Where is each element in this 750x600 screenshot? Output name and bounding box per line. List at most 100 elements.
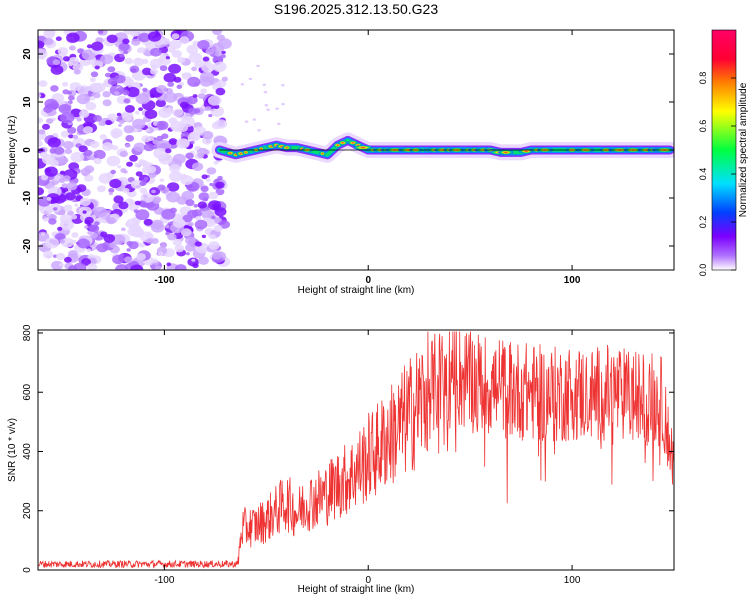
noise-blob <box>132 118 146 129</box>
noise-blob <box>213 224 223 232</box>
noise-blob <box>111 234 126 245</box>
noise-blob <box>123 50 129 55</box>
noise-blob <box>194 60 205 68</box>
noise-blob <box>220 54 226 59</box>
noise-blob <box>157 184 166 191</box>
noise-blob <box>106 155 121 167</box>
noise-blob <box>93 206 108 218</box>
noise-blob <box>57 158 64 163</box>
noise-blob <box>84 149 93 157</box>
noise-blob <box>182 214 193 223</box>
noise-blob <box>180 228 192 237</box>
noise-blob <box>63 141 74 150</box>
noise-blob <box>166 262 172 267</box>
noise-blob <box>257 129 261 132</box>
noise-blob <box>138 32 151 43</box>
signal-hotspot <box>281 145 292 151</box>
noise-blob <box>64 256 72 263</box>
noise-blob <box>158 56 166 63</box>
noise-blob <box>61 188 67 193</box>
noise-blob <box>213 161 219 165</box>
noise-blob <box>281 84 285 87</box>
noise-blob <box>176 138 190 149</box>
noise-blob <box>244 120 249 123</box>
noise-blob <box>40 174 49 181</box>
noise-blob <box>61 183 68 189</box>
noise-blob <box>119 53 125 58</box>
noise-blob <box>186 95 198 105</box>
noise-blob <box>192 209 203 218</box>
noise-blob <box>124 105 135 113</box>
noise-blob <box>163 72 177 83</box>
x-tick-label: 0 <box>365 575 371 586</box>
y-tick-label: 400 <box>22 443 33 460</box>
noise-blob <box>180 175 194 186</box>
noise-blob <box>168 138 178 145</box>
noise-blob <box>151 189 156 194</box>
noise-blob <box>161 208 176 220</box>
noise-blob <box>122 38 130 45</box>
noise-blob <box>208 200 222 211</box>
noise-blob <box>97 185 106 193</box>
noise-blob <box>60 130 70 138</box>
noise-blob <box>118 119 125 125</box>
noise-blob <box>191 258 196 262</box>
noise-blob <box>159 178 165 182</box>
noise-blob <box>156 120 169 130</box>
noise-blob <box>185 152 194 160</box>
spectrogram-y-label: Frequency (Hz) <box>7 116 18 185</box>
noise-blob <box>44 237 60 249</box>
noise-blob <box>68 134 74 139</box>
noise-blob <box>186 73 192 78</box>
noise-blob <box>141 58 149 65</box>
noise-blob <box>124 57 134 65</box>
noise-blob <box>167 46 176 53</box>
y-tick-label: 10 <box>22 96 33 108</box>
noise-blob <box>152 197 161 204</box>
noise-blob <box>144 109 158 119</box>
noise-blob <box>143 143 155 152</box>
noise-blob <box>94 221 100 226</box>
noise-blob <box>179 36 190 45</box>
noise-blob <box>106 210 111 214</box>
noise-blob <box>202 56 210 62</box>
noise-blob <box>187 257 199 267</box>
noise-blob <box>55 36 62 41</box>
noise-blob <box>62 56 70 62</box>
noise-blob <box>91 41 104 51</box>
noise-blob <box>152 258 159 263</box>
noise-blob <box>150 68 158 75</box>
noise-blob <box>210 106 225 117</box>
noise-blob <box>186 44 199 55</box>
noise-blob <box>108 192 113 196</box>
noise-blob <box>44 167 52 173</box>
noise-blob <box>91 60 104 69</box>
snr-background <box>38 330 674 570</box>
noise-blob <box>192 162 204 171</box>
noise-blob <box>185 252 190 256</box>
noise-blob <box>185 116 192 121</box>
noise-blob <box>135 171 143 177</box>
noise-blob <box>58 209 66 216</box>
noise-blob <box>57 47 69 56</box>
noise-blob <box>86 248 92 253</box>
noise-blob <box>58 104 72 114</box>
noise-blob <box>133 57 144 67</box>
noise-blob <box>185 236 196 245</box>
noise-blob <box>151 219 164 230</box>
noise-blob <box>167 233 177 241</box>
noise-blob <box>82 172 88 177</box>
spectrogram-x-label: Height of straight line (km) <box>298 285 415 296</box>
noise-blob <box>65 192 76 201</box>
noise-blob <box>188 52 203 63</box>
noise-blob <box>118 42 130 51</box>
y-tick-label: 0 <box>22 147 33 153</box>
noise-blob <box>73 69 81 75</box>
noise-blob <box>139 160 149 167</box>
noise-blob <box>157 251 164 256</box>
y-tick-label: 800 <box>22 324 33 341</box>
noise-blob <box>42 123 50 130</box>
noise-blob <box>159 52 167 58</box>
noise-blob <box>240 83 245 86</box>
noise-blob <box>208 114 213 118</box>
